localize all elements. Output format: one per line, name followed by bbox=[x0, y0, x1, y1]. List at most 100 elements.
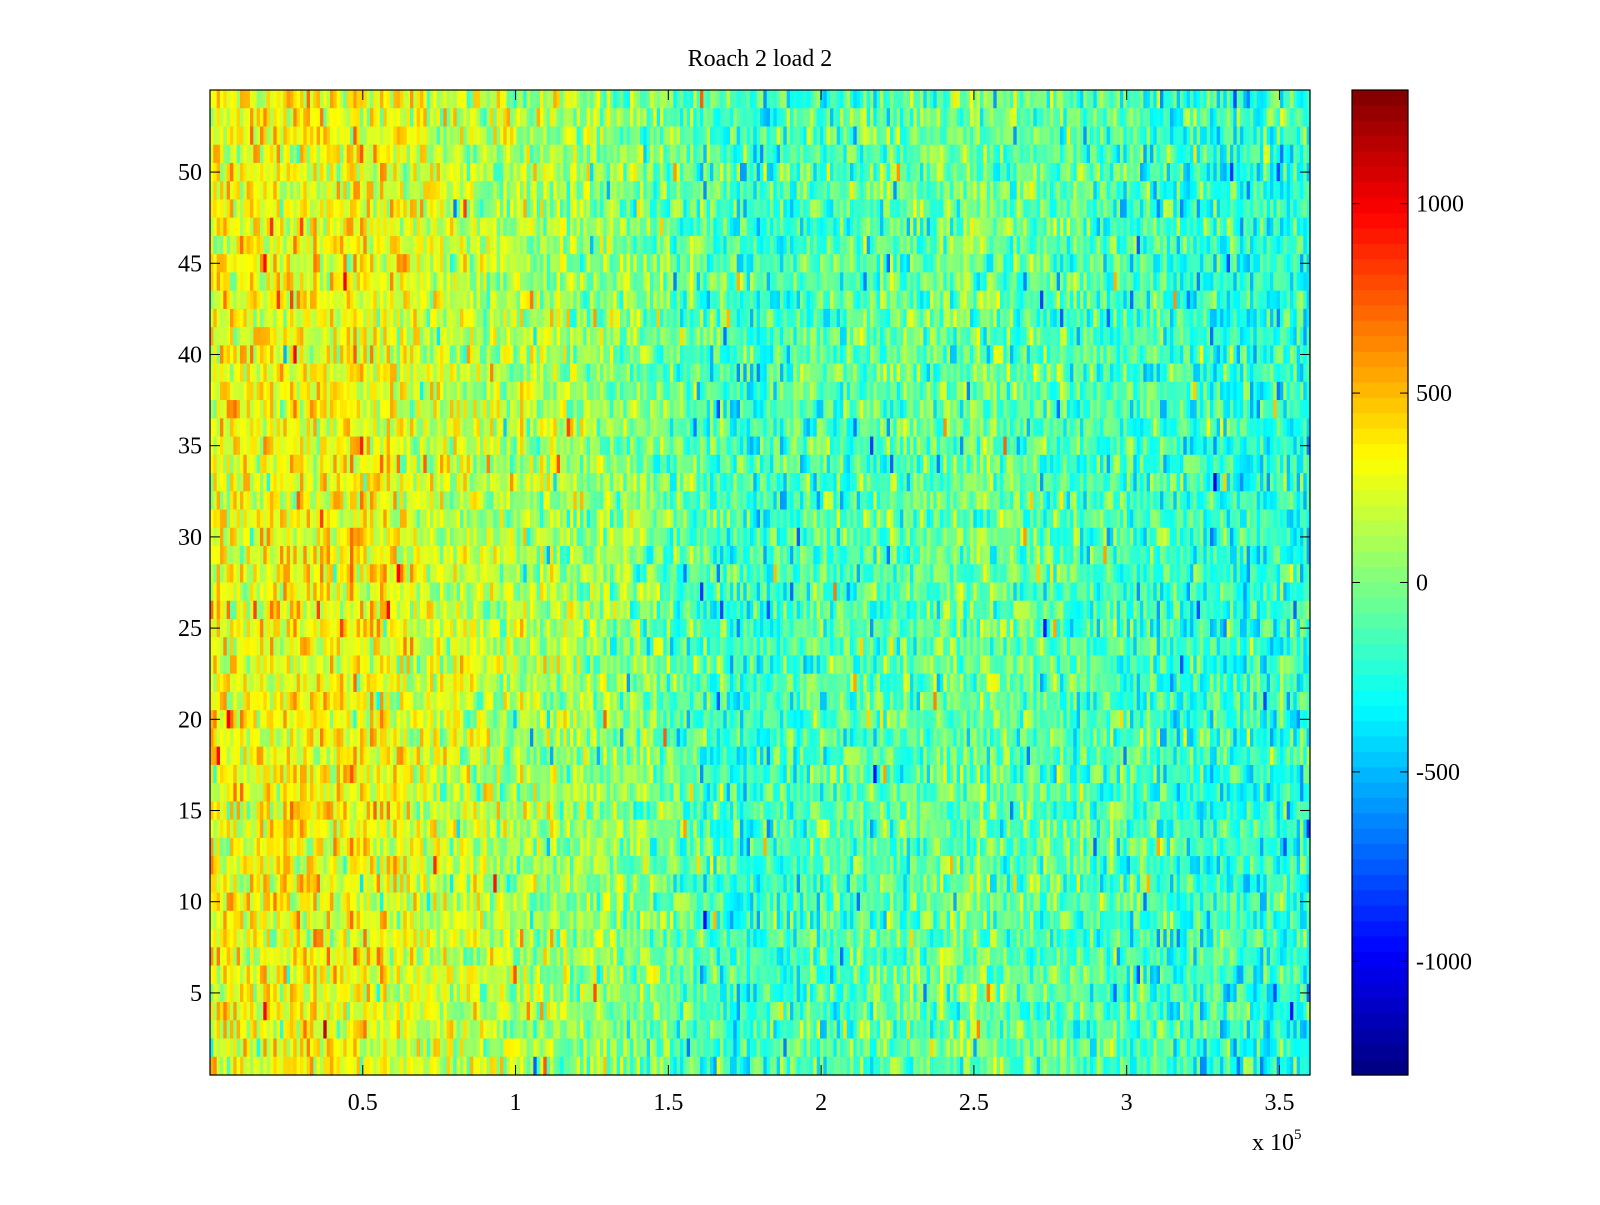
heatmap-cell bbox=[380, 144, 384, 164]
heatmap-cell bbox=[1050, 90, 1054, 109]
heatmap-cell bbox=[490, 108, 494, 128]
heatmap-cell bbox=[333, 126, 338, 146]
heatmap-cell bbox=[240, 126, 244, 146]
heatmap-cell bbox=[1193, 108, 1198, 128]
heatmap-cell bbox=[1063, 126, 1068, 146]
heatmap-cell bbox=[443, 144, 448, 164]
heatmap-cell bbox=[553, 126, 558, 146]
heatmap-cell bbox=[376, 144, 381, 164]
heatmap-cell bbox=[566, 108, 571, 128]
heatmap-cell bbox=[1010, 126, 1014, 146]
heatmap-cell bbox=[740, 90, 744, 109]
heatmap-cell bbox=[386, 126, 391, 146]
heatmap-cell bbox=[533, 126, 538, 146]
heatmap-cell bbox=[220, 144, 224, 164]
heatmap-cell bbox=[813, 126, 818, 146]
heatmap-cell bbox=[923, 126, 928, 146]
heatmap-cell bbox=[486, 90, 491, 109]
heatmap-cell bbox=[893, 90, 898, 109]
heatmap-cell bbox=[1096, 90, 1101, 109]
heatmap-cell bbox=[820, 90, 824, 109]
heatmap-cell bbox=[1053, 108, 1058, 128]
heatmap-cell bbox=[530, 90, 534, 109]
heatmap-cell bbox=[336, 90, 341, 109]
heatmap-cell bbox=[1200, 108, 1204, 128]
heatmap-cell bbox=[690, 108, 694, 128]
heatmap-cell bbox=[683, 108, 688, 128]
heatmap-cell bbox=[473, 144, 478, 164]
heatmap-cell bbox=[1250, 90, 1254, 109]
heatmap-cell bbox=[280, 126, 284, 146]
heatmap-cell bbox=[713, 126, 718, 146]
heatmap-cell bbox=[1150, 108, 1154, 128]
heatmap-cell bbox=[886, 108, 891, 128]
heatmap-cell bbox=[690, 90, 694, 109]
heatmap-cell bbox=[210, 108, 214, 128]
heatmap-cell bbox=[1266, 108, 1271, 128]
heatmap-cell bbox=[513, 108, 518, 128]
heatmap-cell bbox=[420, 108, 424, 128]
heatmap-cell bbox=[573, 108, 578, 128]
heatmap-cell bbox=[416, 144, 421, 164]
heatmap-cell bbox=[1083, 90, 1088, 109]
heatmap-cell bbox=[1096, 108, 1101, 128]
heatmap-cell bbox=[220, 108, 224, 128]
heatmap-cell bbox=[570, 144, 574, 164]
heatmap-cell bbox=[1293, 108, 1298, 128]
heatmap-cell bbox=[1106, 126, 1111, 146]
heatmap-cell bbox=[1153, 90, 1158, 109]
heatmap-cell bbox=[660, 90, 664, 109]
heatmap-cell bbox=[1143, 90, 1148, 109]
heatmap-cell bbox=[900, 90, 904, 109]
heatmap-cell bbox=[1133, 90, 1138, 109]
heatmap-cell bbox=[1126, 90, 1131, 109]
heatmap-cell bbox=[356, 108, 361, 128]
heatmap-cell bbox=[960, 144, 964, 164]
heatmap-cell bbox=[563, 126, 568, 146]
heatmap-cell bbox=[236, 108, 241, 128]
heatmap-cell bbox=[1096, 126, 1101, 146]
heatmap-cell bbox=[680, 108, 684, 128]
heatmap-cell bbox=[940, 90, 944, 109]
heatmap-cell bbox=[726, 90, 731, 109]
heatmap-cell bbox=[796, 108, 801, 128]
heatmap-cell bbox=[530, 144, 534, 164]
heatmap-cell bbox=[276, 108, 281, 128]
heatmap-cell bbox=[516, 108, 521, 128]
heatmap-cell bbox=[363, 108, 368, 128]
heatmap-cell bbox=[1290, 90, 1294, 109]
heatmap-cell bbox=[723, 108, 728, 128]
heatmap-cell bbox=[1113, 90, 1118, 109]
heatmap-cell bbox=[860, 144, 864, 164]
heatmap-cell bbox=[1136, 126, 1141, 146]
heatmap-cell bbox=[360, 126, 364, 146]
heatmap-cell bbox=[386, 90, 391, 109]
heatmap-cell bbox=[313, 90, 318, 109]
heatmap-cell bbox=[513, 126, 518, 146]
heatmap-cell bbox=[1000, 126, 1004, 146]
heatmap-cell bbox=[216, 144, 221, 164]
heatmap-cell bbox=[666, 108, 671, 128]
heatmap-cell bbox=[846, 108, 851, 128]
heatmap-cell bbox=[510, 108, 514, 128]
heatmap-cell bbox=[463, 144, 468, 164]
heatmap-cell bbox=[1100, 108, 1104, 128]
heatmap-cell bbox=[766, 144, 771, 164]
heatmap-cell bbox=[863, 126, 868, 146]
heatmap-cell bbox=[306, 90, 311, 109]
heatmap-cell bbox=[1303, 108, 1308, 128]
heatmap-cell bbox=[1283, 90, 1288, 109]
heatmap-cell bbox=[410, 144, 414, 164]
heatmap-cell bbox=[296, 144, 301, 164]
heatmap-cell bbox=[763, 144, 768, 164]
heatmap-cell bbox=[1290, 126, 1294, 146]
heatmap-cell bbox=[960, 126, 964, 146]
heatmap-cell bbox=[1230, 126, 1234, 146]
heatmap-cell bbox=[1266, 90, 1271, 109]
heatmap-cell bbox=[346, 108, 351, 128]
heatmap-cell bbox=[926, 126, 931, 146]
heatmap-cell bbox=[770, 108, 774, 128]
heatmap-cell bbox=[276, 126, 281, 146]
heatmap-cell bbox=[320, 108, 324, 128]
heatmap-cell bbox=[673, 90, 678, 109]
